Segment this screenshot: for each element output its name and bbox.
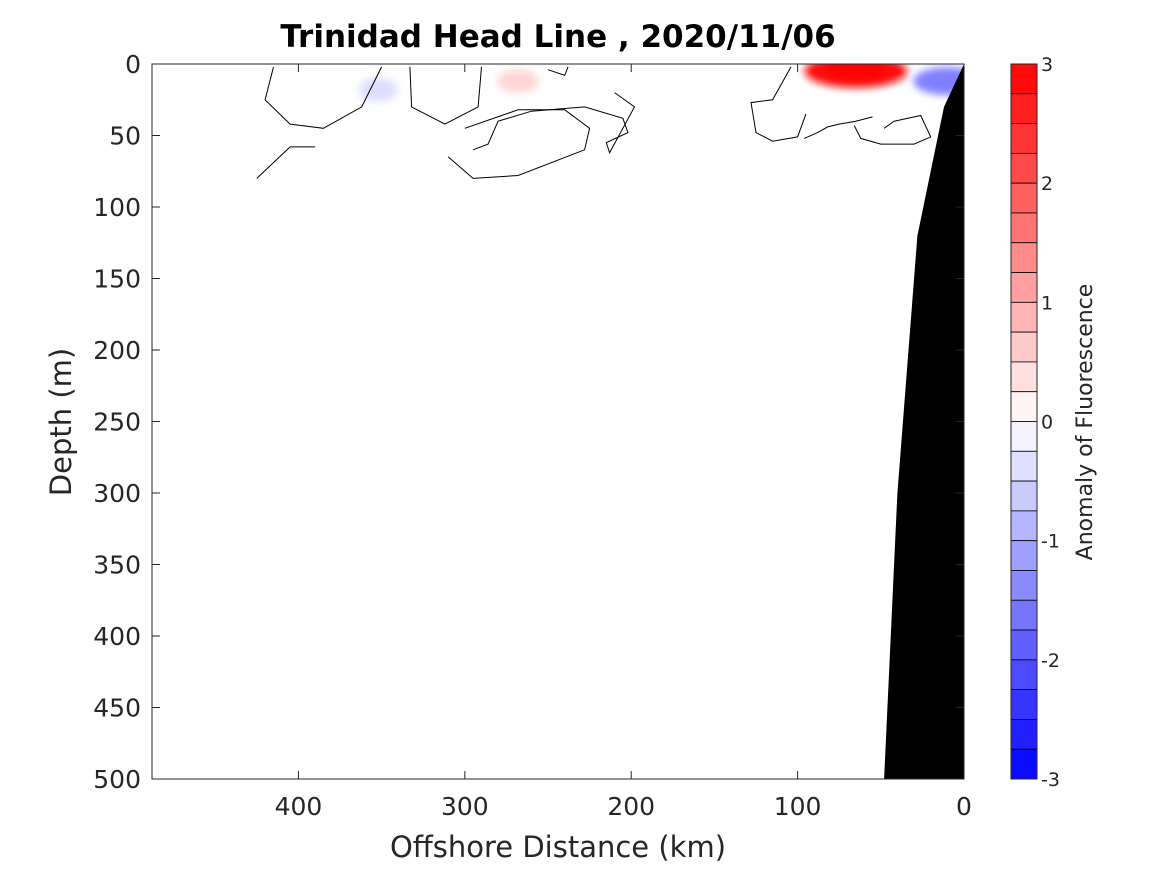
bathymetry (884, 64, 964, 779)
contour-line-4 (472, 92, 636, 154)
colorbar-band (1010, 242, 1038, 273)
x-tick-label: 400 (275, 792, 323, 821)
colorbar-band (1010, 510, 1038, 542)
y-tick-label: 500 (93, 765, 141, 794)
colorbar-band (1010, 212, 1038, 244)
colorbar-tick-label: 0 (1041, 412, 1053, 434)
colorbar-tick-label: -3 (1041, 769, 1060, 791)
chart-title: Trinidad Head Line , 2020/11/06 (280, 19, 835, 55)
anomaly-patch-3 (913, 67, 964, 96)
colorbar-tick-label: -1 (1041, 531, 1060, 553)
colorbar-band (1010, 659, 1038, 691)
anomaly-core-2 (825, 64, 887, 80)
contour-line-2 (447, 109, 591, 179)
y-tick-label: 300 (93, 479, 141, 508)
colorbar-tick-label: -2 (1041, 650, 1060, 672)
contour-line-1 (409, 66, 482, 125)
colorbar-band (1010, 152, 1038, 184)
y-tick-label: 200 (93, 336, 141, 365)
colorbar-band (1010, 689, 1038, 720)
contour-line-3 (547, 66, 569, 77)
colorbar-band (1010, 480, 1038, 512)
colorbar-band (1010, 391, 1038, 422)
colorbar-band (1010, 450, 1038, 482)
y-tick-label: 50 (109, 122, 141, 151)
y-tick-label: 0 (125, 50, 141, 79)
anomaly-patch-1 (497, 69, 539, 94)
contour-line-8 (853, 114, 932, 145)
colorbar-band (1010, 570, 1038, 601)
anomaly-field (358, 64, 964, 102)
x-axis-label: Offshore Distance (km) (390, 830, 726, 864)
colorbar-band (1010, 599, 1038, 631)
contour-line-0 (264, 66, 383, 129)
colorbar-band (1010, 629, 1038, 661)
colorbar: 3 2 1 0 -1 -2 -3 (1010, 54, 1060, 791)
y-tick-label: 250 (93, 408, 141, 437)
colorbar-tick-label: 1 (1041, 292, 1053, 314)
colorbar-band (1010, 540, 1038, 571)
colorbar-band (1010, 93, 1038, 124)
y-tick-label: 150 (93, 265, 141, 294)
colorbar-band (1010, 301, 1038, 333)
colorbar-band (1010, 421, 1038, 452)
colorbar-band (1010, 331, 1038, 363)
x-tick-label: 300 (441, 792, 489, 821)
y-tick-label: 100 (93, 193, 141, 222)
y-tick-label: 350 (93, 551, 141, 580)
plot-area (152, 64, 964, 779)
colorbar-band (1010, 63, 1038, 95)
colorbar-tick-label: 2 (1041, 173, 1053, 195)
x-tick-label: 100 (774, 792, 822, 821)
colorbar-tick-label: 3 (1041, 54, 1053, 76)
colorbar-band (1010, 361, 1038, 393)
colorbar-band (1010, 272, 1038, 303)
colorbar-label: Anomaly of Fluorescence (1073, 284, 1098, 561)
anomaly-patch-0 (358, 77, 398, 102)
x-tick-label: 0 (956, 792, 972, 821)
colorbar-band (1010, 123, 1038, 154)
y-tick-label: 450 (93, 694, 141, 723)
contour-line-6 (750, 66, 807, 142)
contour-line-7 (804, 116, 873, 139)
colorbar-band (1010, 719, 1038, 750)
y-axis: 0 50 100 150 200 250 300 350 400 450 500 (93, 50, 964, 794)
colorbar-band (1010, 748, 1038, 780)
contour-line-5 (256, 146, 316, 179)
x-axis: 400 300 200 100 0 (275, 64, 972, 821)
zero-contours (256, 66, 932, 179)
colorbar-band (1010, 182, 1038, 214)
y-tick-label: 400 (93, 622, 141, 651)
y-axis-label: Depth (m) (44, 348, 78, 496)
x-tick-label: 200 (607, 792, 655, 821)
